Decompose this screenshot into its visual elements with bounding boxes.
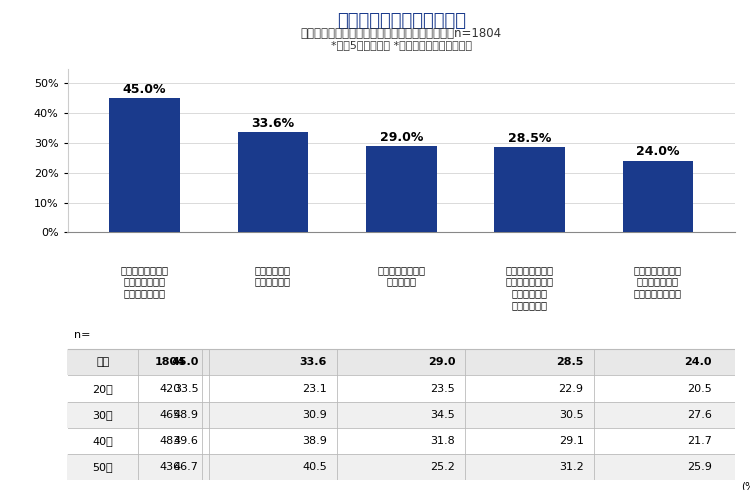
Text: 33.6: 33.6 xyxy=(299,357,327,368)
Text: 29.0: 29.0 xyxy=(427,357,455,368)
Text: 24.0%: 24.0% xyxy=(636,146,680,158)
Bar xyxy=(238,132,308,232)
Text: （漠然と）将来が
不安だから: （漠然と）将来が 不安だから xyxy=(377,265,425,287)
Bar xyxy=(110,98,180,232)
Text: (%): (%) xyxy=(742,482,750,490)
Bar xyxy=(494,147,565,232)
Text: 30.9: 30.9 xyxy=(302,410,327,420)
Text: 31.2: 31.2 xyxy=(559,462,584,472)
Text: 27.6: 27.6 xyxy=(687,410,712,420)
Bar xyxy=(68,428,735,454)
Text: 老後の資金を
貯めたいから: 老後の資金を 貯めたいから xyxy=(255,265,291,287)
Text: 20代: 20代 xyxy=(92,384,113,393)
Bar xyxy=(366,146,436,232)
Text: 全体: 全体 xyxy=(96,357,109,368)
Text: 物価上昇によって
生活費の負担が
増えているから: 物価上昇によって 生活費の負担が 増えているから xyxy=(121,265,169,298)
Text: *上位5項目を抜粋 *全体スコアで降順ソート: *上位5項目を抜粋 *全体スコアで降順ソート xyxy=(331,40,472,50)
Text: 33.5: 33.5 xyxy=(174,384,199,393)
Text: 465: 465 xyxy=(160,410,181,420)
Bar xyxy=(68,375,735,402)
Text: 436: 436 xyxy=(160,462,181,472)
Text: 46.7: 46.7 xyxy=(173,462,199,472)
Bar xyxy=(68,402,735,428)
Text: 自分のパフォーマ
ンスに見合った
賃金が欲しいから: 自分のパフォーマ ンスに見合った 賃金が欲しいから xyxy=(634,265,682,298)
Bar xyxy=(68,349,735,375)
Text: 29.1: 29.1 xyxy=(559,436,584,446)
Text: 22.9: 22.9 xyxy=(559,384,584,393)
Text: 世の中の経済環境
が大きく変化して
おり、将来に
備えたいから: 世の中の経済環境 が大きく変化して おり、将来に 備えたいから xyxy=(506,265,554,310)
Text: 29.0%: 29.0% xyxy=(380,131,423,144)
Text: 23.1: 23.1 xyxy=(302,384,327,393)
Text: 28.5%: 28.5% xyxy=(508,132,551,145)
Text: 28.5: 28.5 xyxy=(556,357,584,368)
Text: 31.8: 31.8 xyxy=(430,436,455,446)
Text: 45.0: 45.0 xyxy=(171,357,199,368)
Text: 30代: 30代 xyxy=(92,410,113,420)
Bar xyxy=(622,161,693,232)
Text: 34.5: 34.5 xyxy=(430,410,455,420)
Text: 483: 483 xyxy=(160,436,181,446)
Text: 【賃上げを希望する理由】: 【賃上げを希望する理由】 xyxy=(337,12,466,30)
Text: 1804: 1804 xyxy=(154,357,186,368)
Text: 基本給の賃上げを希望する人ベース／複数回答／n=1804: 基本給の賃上げを希望する人ベース／複数回答／n=1804 xyxy=(301,27,502,40)
Text: 24.0: 24.0 xyxy=(685,357,712,368)
Text: 420: 420 xyxy=(160,384,181,393)
Text: 50代: 50代 xyxy=(92,462,113,472)
Text: n=: n= xyxy=(74,330,91,340)
Text: 20.5: 20.5 xyxy=(687,384,712,393)
Text: 21.7: 21.7 xyxy=(687,436,712,446)
Text: 40.5: 40.5 xyxy=(302,462,327,472)
Text: 30.5: 30.5 xyxy=(559,410,584,420)
Text: 48.9: 48.9 xyxy=(173,410,199,420)
Text: 49.6: 49.6 xyxy=(173,436,199,446)
Text: 25.9: 25.9 xyxy=(687,462,712,472)
Text: 40代: 40代 xyxy=(92,436,113,446)
Text: 23.5: 23.5 xyxy=(430,384,455,393)
Text: 25.2: 25.2 xyxy=(430,462,455,472)
Text: 38.9: 38.9 xyxy=(302,436,327,446)
Bar xyxy=(68,454,735,480)
Text: 45.0%: 45.0% xyxy=(123,83,166,96)
Text: 33.6%: 33.6% xyxy=(251,117,295,130)
